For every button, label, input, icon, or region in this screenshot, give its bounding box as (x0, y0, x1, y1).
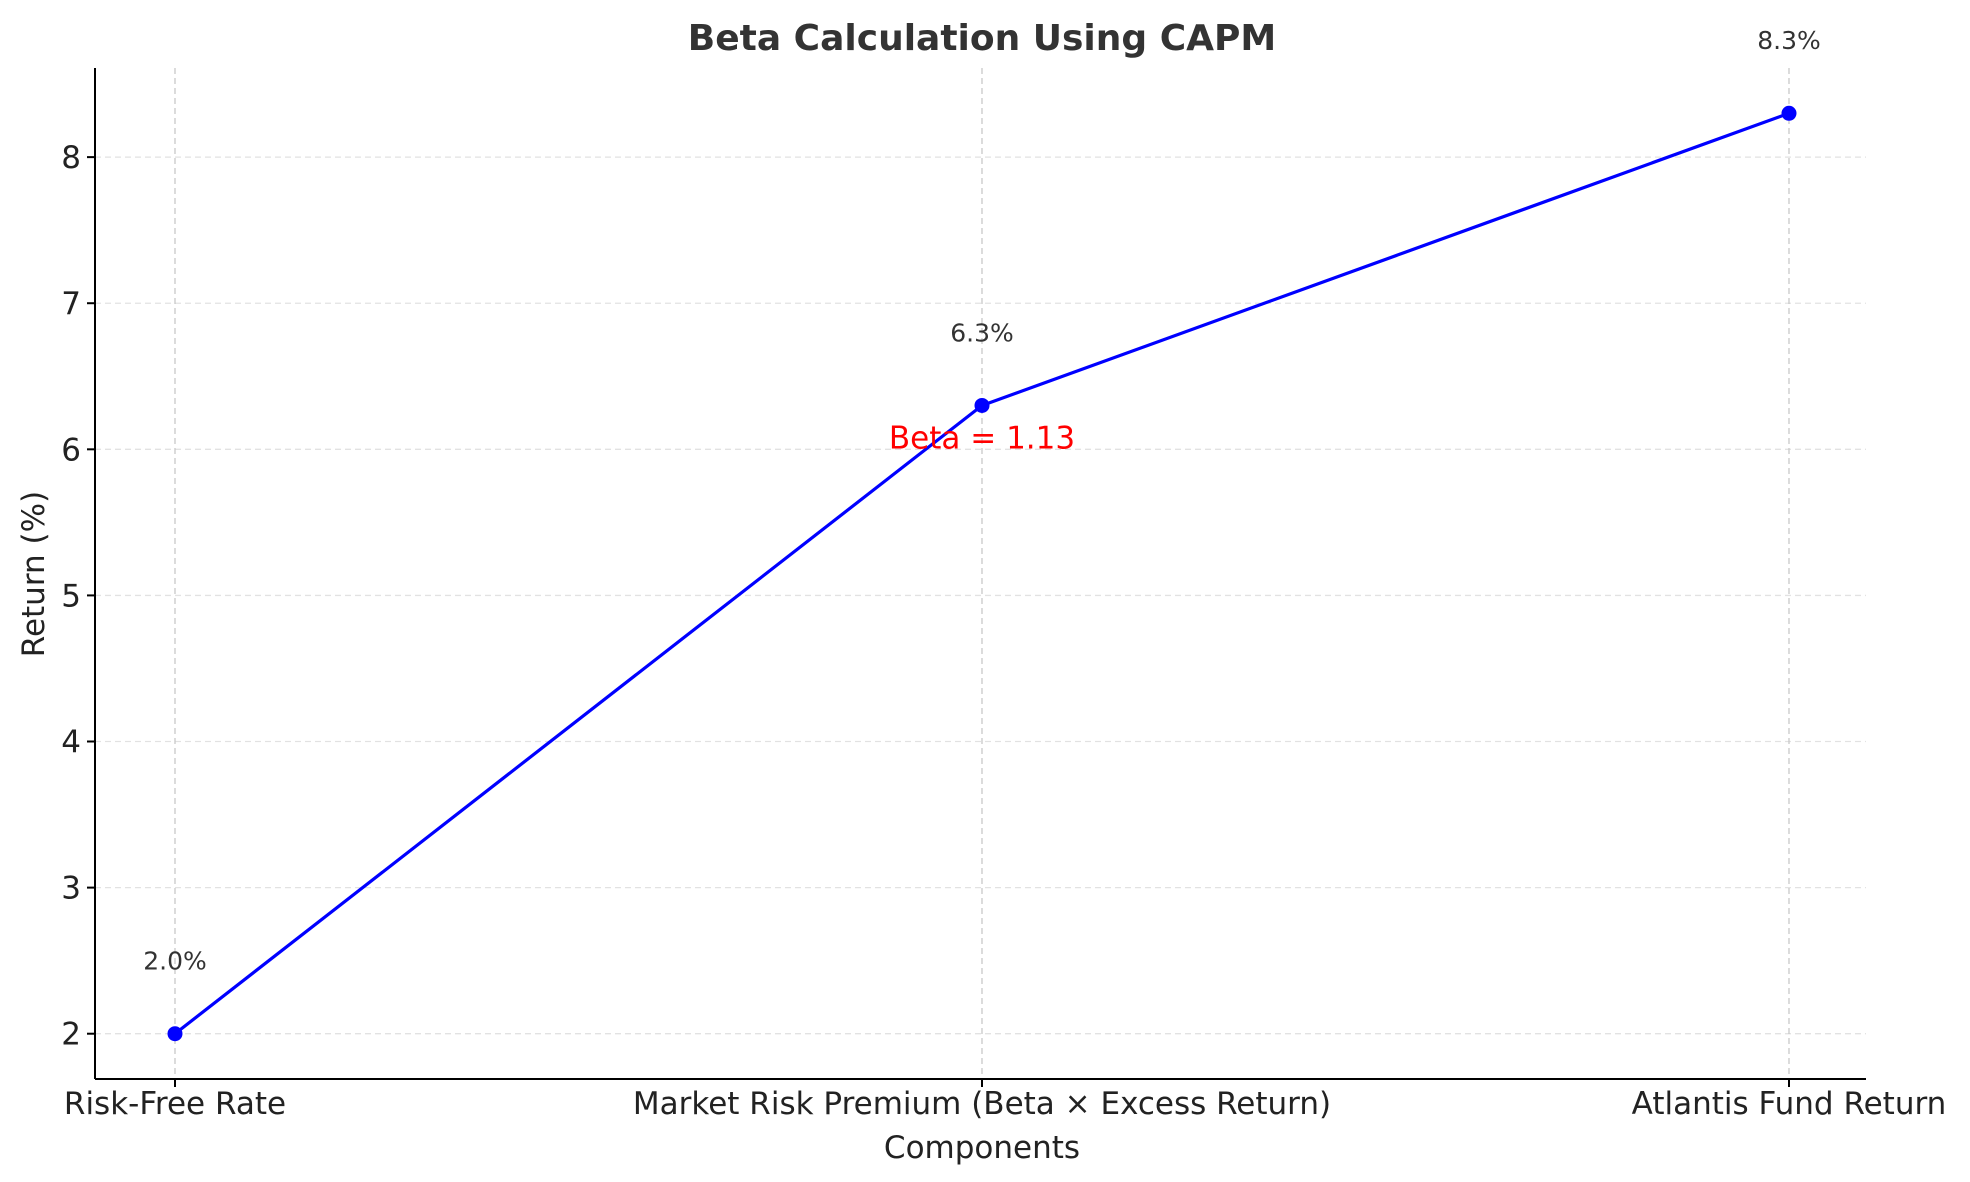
y-tick-label: 8 (61, 140, 81, 176)
x-axis-label: Components (884, 1130, 1080, 1166)
data-label: 8.3% (1757, 26, 1821, 55)
axes (94, 68, 1866, 1080)
data-label: 2.0% (143, 947, 207, 976)
y-tick-label: 7 (61, 286, 81, 322)
grid (95, 68, 1866, 1079)
data-point (167, 1026, 183, 1042)
x-tick-label: Atlantis Fund Return (1632, 1086, 1947, 1122)
data-label: 6.3% (950, 318, 1014, 347)
y-ticks: 2 3 4 5 6 7 8 (61, 140, 95, 1053)
x-ticks: Risk-Free Rate Market Risk Premium (Beta … (64, 1079, 1946, 1122)
data-labels: 2.0% 6.3% 8.3% (143, 26, 1821, 975)
beta-annotation: Beta = 1.13 (889, 421, 1075, 457)
x-tick-label: Risk-Free Rate (64, 1086, 286, 1122)
chart-title: Beta Calculation Using CAPM (688, 18, 1276, 59)
y-tick-label: 2 (61, 1017, 81, 1053)
series (167, 105, 1797, 1042)
x-tick-label: Market Risk Premium (Beta × Excess Retur… (633, 1086, 1331, 1122)
data-point (1781, 105, 1797, 121)
y-tick-label: 5 (61, 578, 81, 614)
y-axis-label: Return (%) (16, 491, 52, 657)
data-point (974, 397, 990, 413)
y-tick-label: 6 (61, 432, 81, 468)
y-tick-label: 4 (61, 725, 81, 761)
y-tick-label: 3 (61, 871, 81, 907)
